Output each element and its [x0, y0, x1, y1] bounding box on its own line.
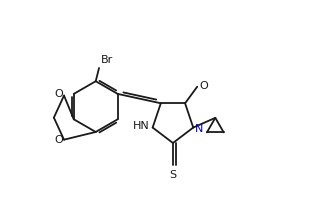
Text: O: O	[54, 89, 63, 99]
Text: O: O	[54, 135, 63, 145]
Text: O: O	[200, 81, 209, 91]
Text: Br: Br	[101, 55, 113, 65]
Text: N: N	[195, 124, 203, 134]
Text: HN: HN	[133, 121, 149, 131]
Text: S: S	[169, 170, 176, 180]
